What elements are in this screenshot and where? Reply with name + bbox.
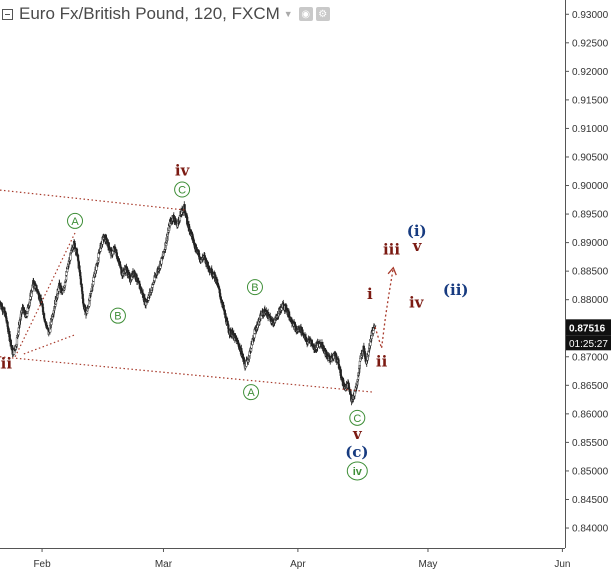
wave-trend-line	[14, 232, 76, 358]
wave-label-circle	[349, 409, 366, 426]
y-tick-label: 0.90500	[572, 152, 609, 163]
candle-body	[111, 250, 114, 255]
gear-icon[interactable]: ⚙	[315, 7, 330, 21]
wave-label: (c)	[345, 443, 368, 461]
y-tick-label: 0.88500	[572, 267, 609, 278]
y-tick-label: 0.91500	[572, 95, 609, 106]
x-tick-label: Feb	[33, 559, 51, 570]
wave-label: A	[71, 216, 79, 228]
wave-label: C	[178, 185, 186, 197]
wave-label: iv	[353, 466, 363, 478]
y-tick-label: 0.91000	[572, 124, 609, 135]
candle-body	[218, 289, 221, 294]
wave-label-circle	[174, 181, 191, 198]
y-tick-label: 0.84500	[572, 495, 609, 506]
wave-label: iii	[383, 240, 400, 258]
wave-label: B	[251, 282, 258, 294]
x-tick-label: Mar	[155, 559, 173, 570]
wave-label-circle	[346, 461, 368, 481]
y-tick-label: 0.92500	[572, 38, 609, 49]
wave-label: (i)	[407, 222, 427, 240]
wave-trend-line	[23, 334, 75, 355]
y-tick-label: 0.88000	[572, 295, 609, 306]
candles-layer	[0, 201, 377, 406]
x-tick-label: May	[419, 559, 438, 570]
y-tick-label: 0.87000	[572, 352, 609, 363]
y-tick-label: 0.85000	[572, 466, 609, 477]
y-tick-label: 0.84000	[572, 524, 609, 535]
candle-body	[78, 265, 81, 271]
candle-body	[42, 313, 46, 319]
wave-label-circle	[246, 279, 263, 296]
wave-label: iii	[0, 355, 12, 373]
wave-label: B	[114, 311, 121, 323]
chevron-down-icon[interactable]: ▼	[283, 9, 293, 19]
lower-channel-line	[0, 356, 374, 393]
y-tick-label: 0.85500	[572, 438, 609, 449]
candle-body	[41, 303, 44, 308]
y-tick-label: 0.86000	[572, 409, 609, 420]
candle-body	[107, 242, 110, 247]
annotation-lines-layer	[0, 189, 397, 393]
wave-label-circle	[243, 384, 260, 401]
y-tick-label: 0.89000	[572, 238, 609, 249]
y-tick-label: 0.92000	[572, 67, 609, 78]
wave-label-circle	[67, 212, 84, 229]
wave-label: A	[247, 387, 255, 399]
chart-legend: Euro Fx/British Pound, 120, FXCM ▼ ◉ ⚙	[2, 4, 333, 24]
last-price-label: 0.87516	[569, 323, 606, 334]
candle-body	[26, 313, 29, 317]
symbol-title[interactable]: Euro Fx/British Pound, 120, FXCM	[19, 4, 280, 23]
countdown-tag	[566, 335, 611, 351]
candle-body	[4, 312, 7, 317]
wave-labels-layer: iiiABivCBAiiiiiiCv(c)iv(i)viv(ii)	[0, 162, 469, 481]
candle-body	[373, 325, 377, 327]
wave-label: iv	[409, 294, 425, 312]
candle-body	[372, 330, 375, 334]
wave-label: iv	[175, 162, 191, 180]
last-price-tag	[566, 319, 611, 336]
y-tick-label: 0.89500	[572, 210, 609, 221]
projection-path	[374, 267, 394, 349]
wave-label: (ii)	[443, 281, 469, 299]
candle-body	[216, 282, 219, 285]
collapse-legend-icon[interactable]	[2, 8, 13, 20]
wave-label: C	[353, 413, 361, 425]
projection-arrow-icon	[387, 266, 397, 276]
upper-channel-line	[0, 189, 186, 211]
countdown-label: 01:25:27	[569, 339, 608, 350]
eye-icon[interactable]: ◉	[298, 7, 313, 21]
x-tick-label: Apr	[290, 559, 306, 570]
x-tick-label: Jun	[554, 559, 570, 570]
wave-label: ii	[376, 352, 388, 370]
y-tick-label: 0.86500	[572, 381, 609, 392]
wave-label: v	[352, 425, 363, 443]
wave-label-circle	[109, 307, 126, 324]
wave-label: v	[412, 237, 423, 255]
y-tick-label: 0.90000	[572, 181, 609, 192]
y-tick-label: 0.93000	[572, 10, 609, 21]
wave-label: i	[367, 285, 373, 303]
